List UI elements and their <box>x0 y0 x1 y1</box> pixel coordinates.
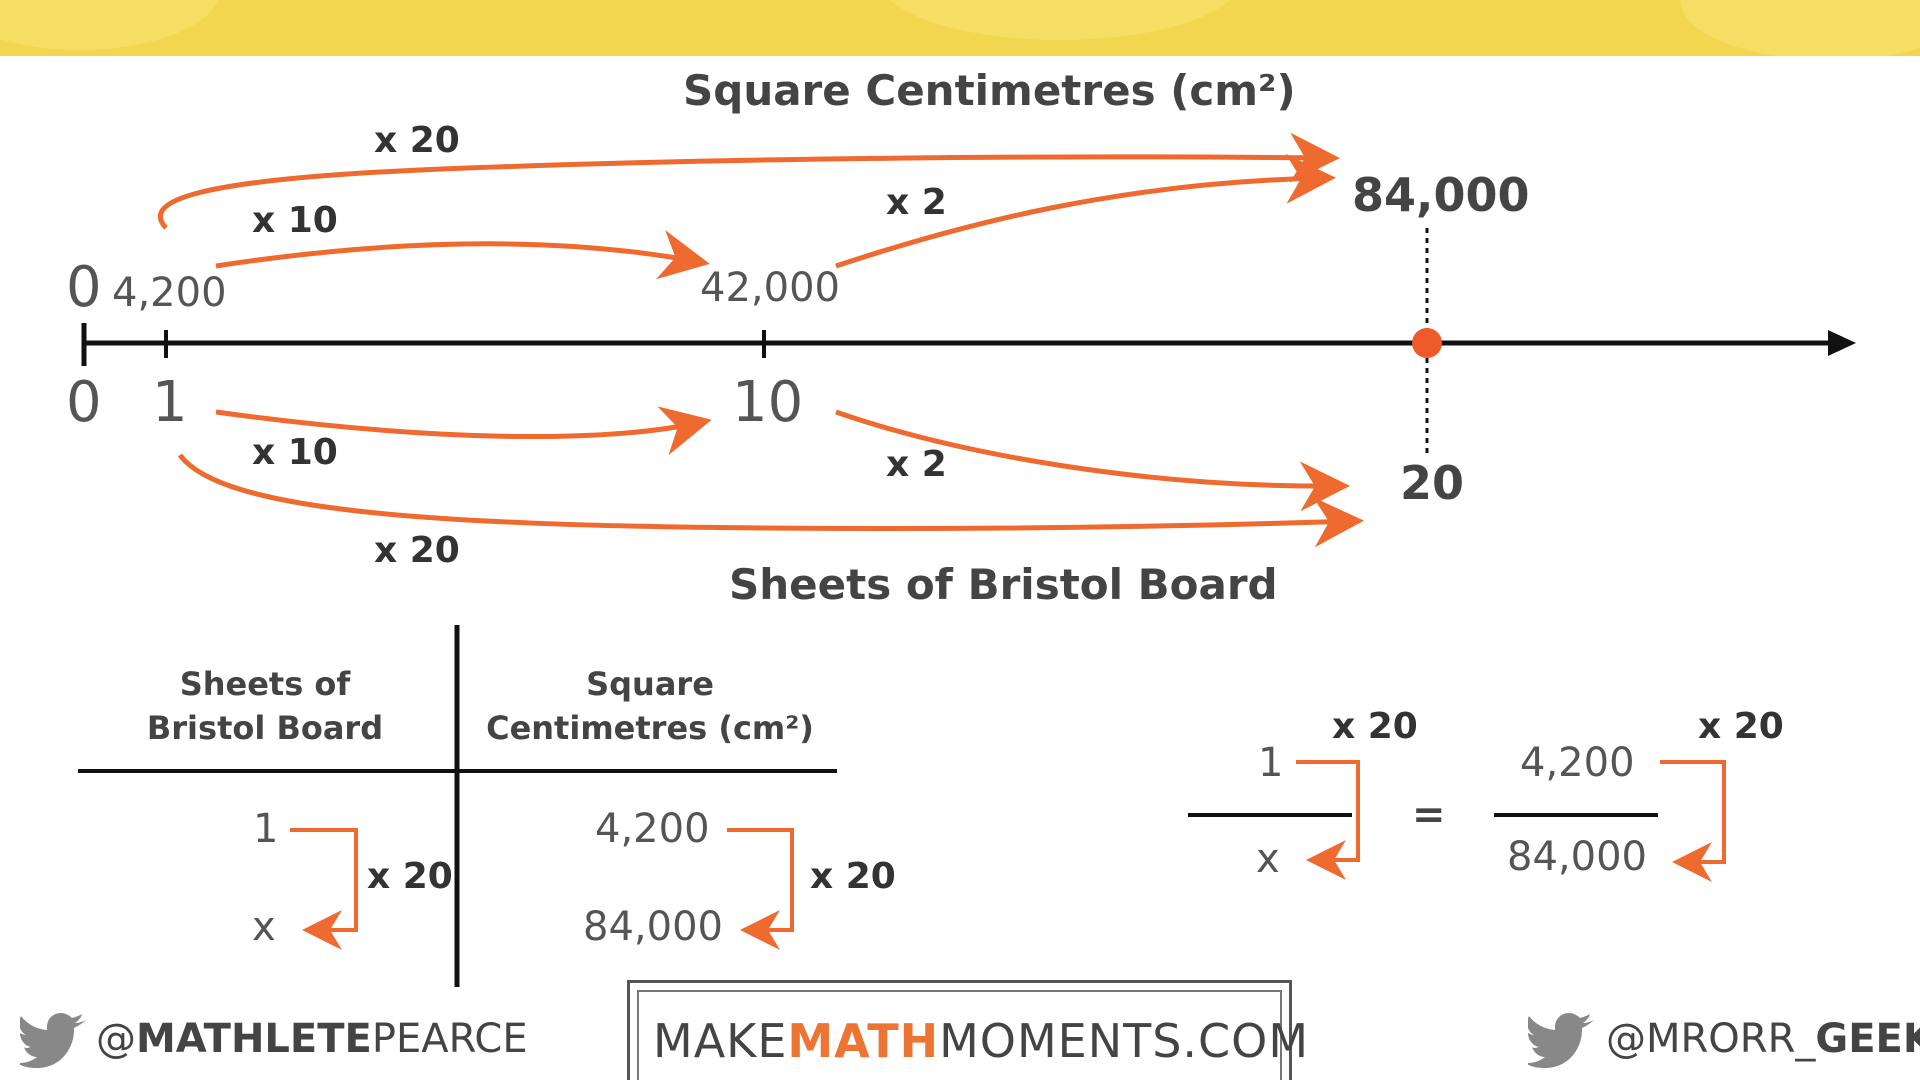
arrow-bottom-x20 <box>177 453 1364 548</box>
arrow-top-x20 <box>158 132 1340 230</box>
top-value-target: 84,000 <box>1352 168 1530 222</box>
top-op-x10: x 10 <box>252 200 338 241</box>
proportion-equals: = <box>1412 792 1446 838</box>
table-col2-header-line2: Centimetres (cm²) <box>486 709 814 747</box>
table-col2-value-top: 4,200 <box>595 806 710 852</box>
left-handle-rest: PEARCE <box>371 1016 528 1062</box>
table-col2-value-bottom: 84,000 <box>583 904 723 950</box>
brand-frame <box>627 980 1292 1080</box>
left-fraction-bracket-arrow <box>1296 760 1360 880</box>
bottom-op-x20: x 20 <box>374 530 460 571</box>
bottom-value-zero: 0 <box>66 370 102 435</box>
brand-logo[interactable]: MAKEMATHMOMENTS.COM <box>653 1014 1309 1068</box>
brand-moments: MOMENTS.COM <box>939 1014 1310 1068</box>
bottom-axis-title: Sheets of Bristol Board <box>729 560 1278 609</box>
bottom-value-target: 20 <box>1400 456 1465 510</box>
arrow-bottom-x2 <box>835 409 1350 512</box>
proportion-right-op: x 20 <box>1698 706 1784 747</box>
arrow-top-x10 <box>215 230 710 280</box>
table-col2-header: Square Centimetres (cm²) <box>480 662 820 750</box>
arrow-bottom-x10 <box>215 406 712 456</box>
proportion-right-denominator: 84,000 <box>1507 834 1647 880</box>
twitter-bird-icon <box>1525 1012 1596 1073</box>
table-col1-bracket-arrow <box>290 828 358 950</box>
brand-math: MATH <box>787 1014 940 1068</box>
left-handle-bold: MATHLETE <box>136 1016 372 1062</box>
right-handle[interactable]: @MRORR_GEEK <box>1606 1016 1920 1062</box>
table-col2-bracket-arrow <box>727 828 794 950</box>
top-value-zero: 0 <box>66 255 102 320</box>
proportion-left-denominator: x <box>1256 836 1280 882</box>
bottom-op-x10: x 10 <box>252 432 338 473</box>
right-handle-prefix: @MRORR_ <box>1606 1016 1816 1062</box>
arrow-top-x2 <box>835 153 1336 269</box>
twitter-bird-icon <box>17 1012 88 1073</box>
table-col1-header-line2: Bristol Board <box>146 709 384 747</box>
top-value-4200: 4,200 <box>112 270 227 316</box>
table-col1-op: x 20 <box>367 856 453 897</box>
proportion-left-numerator: 1 <box>1258 740 1284 786</box>
bottom-value-one: 1 <box>152 370 188 435</box>
table-col2-op: x 20 <box>810 856 896 897</box>
right-fraction-bracket-arrow <box>1660 760 1726 882</box>
left-handle-prefix: @ <box>96 1016 136 1062</box>
top-op-x2: x 2 <box>886 182 947 223</box>
bottom-op-x2: x 2 <box>886 444 947 485</box>
proportion-left-op: x 20 <box>1332 706 1418 747</box>
brand-make: MAKE <box>653 1014 788 1068</box>
top-value-42000: 42,000 <box>700 265 840 311</box>
table-col2-header-line1: Square <box>586 665 714 703</box>
right-handle-bold: GEEK <box>1815 1016 1920 1062</box>
target-point <box>1412 328 1442 358</box>
top-axis-title: Square Centimetres (cm²) <box>683 66 1296 115</box>
table-col1-header-line1: Sheets of <box>179 665 351 703</box>
table-col1-value-top: 1 <box>253 806 279 852</box>
top-banner <box>0 0 1920 56</box>
number-line-arrowhead <box>1828 330 1856 356</box>
left-handle[interactable]: @MATHLETEPEARCE <box>96 1016 528 1062</box>
bottom-value-ten: 10 <box>732 370 804 435</box>
brand-frame-inner <box>637 990 1282 1080</box>
table-col1-value-bottom: x <box>252 904 276 950</box>
top-op-x20: x 20 <box>374 120 460 161</box>
table-col1-header: Sheets of Bristol Board <box>130 662 400 750</box>
proportion-right-numerator: 4,200 <box>1520 740 1635 786</box>
